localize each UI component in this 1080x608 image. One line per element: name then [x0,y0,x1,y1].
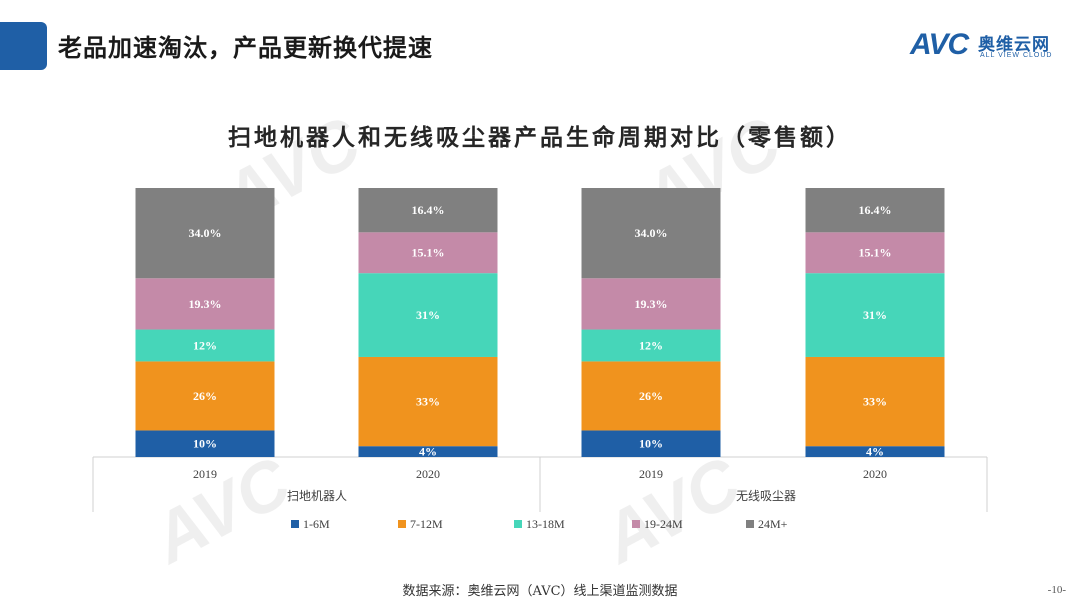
bar-value-label: 33% [863,395,887,409]
bar-segment-24M+ [581,188,721,279]
page-title: 老品加速淘汰，产品更新换代提速 [58,34,433,62]
bar-value-label: 19.3% [189,297,222,311]
legend-label: 19-24M [644,517,683,531]
bar-value-label: 4% [866,445,884,459]
bar-segment-7-12M [135,361,275,431]
bar-value-label: 31% [416,308,440,322]
legend-swatch-7-12M [398,520,406,528]
bar-segment-7-12M [581,361,721,431]
stacked-bar-chart: 10% 26% 12% 19.3% 34.0% 2019 4% 33% 31% 15.1% 16.4… [92,188,988,531]
bar-segment-1-6M [805,446,945,457]
legend-swatch-19-24M [632,520,640,528]
bar-value-label: 34.0% [635,226,668,240]
bar-segment-1-6M [581,430,721,457]
bar-segment-1-6M [358,446,498,457]
logo-en-name: ALL VIEW CLOUD [980,52,1053,59]
bar-value-label: 4% [419,445,437,459]
bar-value-label: 12% [639,338,663,352]
bar-value-label: 15.1% [412,246,445,260]
x-tick-label: 2019 [639,467,663,481]
bar-value-label: 34.0% [189,226,222,240]
legend-swatch-24M+ [746,520,754,528]
bar-value-label: 15.1% [859,246,892,260]
bar-value-label: 26% [193,389,217,403]
x-tick-label: 2019 [193,467,217,481]
x-tick-label: 2020 [863,467,887,481]
bar-value-label: 26% [639,389,663,403]
bar-value-label: 12% [193,338,217,352]
bar-segment-19-24M [135,278,275,330]
bar-value-label: 10% [193,437,217,451]
bar-segment-24M+ [805,188,945,233]
x-tick-label: 2020 [416,467,440,481]
bar-segment-19-24M [358,232,498,274]
chart-title: 扫地机器人和无线吸尘器产品生命周期对比（零售额） [228,124,852,151]
x-group-label: 扫地机器人 [287,489,347,503]
legend-label: 24M+ [758,517,788,531]
bar-segment-19-24M [581,278,721,330]
bar-segment-24M+ [135,188,275,279]
bar-segment-19-24M [805,232,945,274]
data-source-note: 数据来源：奥维云网（AVC）线上渠道监测数据 [402,584,678,599]
avc-logo: AVC 奥维云网 ALL VIEW CLOUD [910,28,1070,68]
bar-value-label: 16.4% [859,203,892,217]
bar-value-label: 31% [863,308,887,322]
logo-avc-text: AVC [910,28,969,61]
bar-segment-13-18M [358,273,498,357]
legend-swatch-13-18M [514,520,522,528]
bar-segment-13-18M [581,329,721,362]
legend-label: 7-12M [410,517,443,531]
bar-segment-7-12M [805,356,945,447]
bar-segment-24M+ [358,188,498,233]
legend-label: 1-6M [303,517,330,531]
x-group-label: 无线吸尘器 [736,489,796,503]
bar-value-label: 10% [639,437,663,451]
title-accent-bar [0,22,47,70]
bar-segment-1-6M [135,430,275,457]
bar-value-label: 16.4% [412,203,445,217]
bar-value-label: 19.3% [635,297,668,311]
legend-swatch-1-6M [291,520,299,528]
bar-segment-13-18M [805,273,945,357]
page-number: -10- [1047,584,1066,596]
bar-value-label: 33% [416,395,440,409]
logo-cn-name: 奥维云网 [978,35,1050,55]
bar-segment-7-12M [358,356,498,447]
bar-segment-13-18M [135,329,275,362]
legend-label: 13-18M [526,517,565,531]
